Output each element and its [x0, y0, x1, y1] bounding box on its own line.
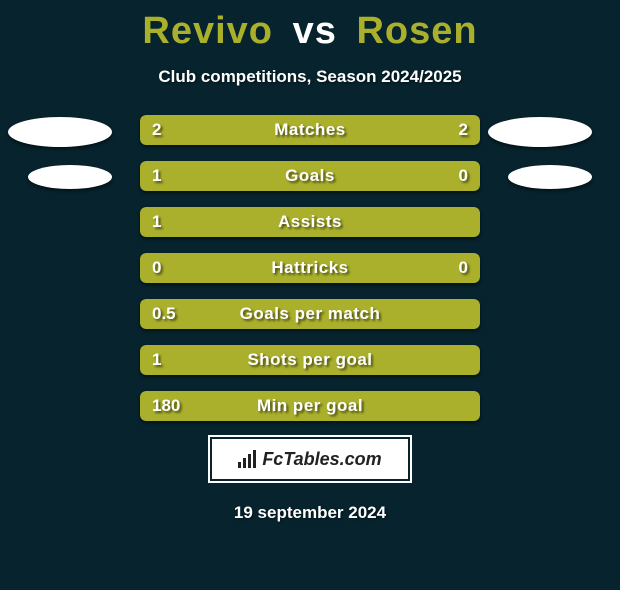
player2-name: Rosen	[356, 10, 477, 52]
comparison-title: Revivo vs Rosen	[0, 10, 620, 53]
logo-bars-icon	[238, 450, 256, 468]
player-photo-placeholder	[28, 165, 112, 189]
bar-track	[140, 391, 480, 421]
subtitle: Club competitions, Season 2024/2025	[0, 67, 620, 87]
date-label: 19 september 2024	[0, 503, 620, 523]
vs-label: vs	[293, 10, 337, 52]
bar-track	[140, 299, 480, 329]
bar-fill-right	[402, 161, 480, 191]
player-photo-placeholder	[488, 117, 592, 147]
bar-fill-left	[140, 115, 310, 145]
bar-fill-left	[140, 391, 480, 421]
stat-row: Shots per goal1	[0, 345, 620, 375]
stats-chart: Matches22Goals10Assists1Hattricks00Goals…	[0, 115, 620, 421]
bar-track	[140, 115, 480, 145]
player-photo-placeholder	[8, 117, 112, 147]
stat-row: Assists1	[0, 207, 620, 237]
bar-fill-right	[310, 115, 480, 145]
bar-fill-right	[310, 253, 480, 283]
player1-name: Revivo	[142, 10, 273, 52]
stat-row: Hattricks00	[0, 253, 620, 283]
player-photo-placeholder	[508, 165, 592, 189]
bar-track	[140, 253, 480, 283]
logo-box: FcTables.com	[210, 437, 410, 481]
bar-fill-left	[140, 207, 480, 237]
stat-row: Goals per match0.5	[0, 299, 620, 329]
bar-fill-left	[140, 253, 310, 283]
bar-fill-left	[140, 299, 480, 329]
logo: FcTables.com	[238, 449, 381, 470]
bar-track	[140, 207, 480, 237]
bar-fill-left	[140, 345, 480, 375]
stat-row: Min per goal180	[0, 391, 620, 421]
bar-track	[140, 345, 480, 375]
bar-track	[140, 161, 480, 191]
bar-fill-left	[140, 161, 402, 191]
logo-text: FcTables.com	[262, 449, 381, 470]
